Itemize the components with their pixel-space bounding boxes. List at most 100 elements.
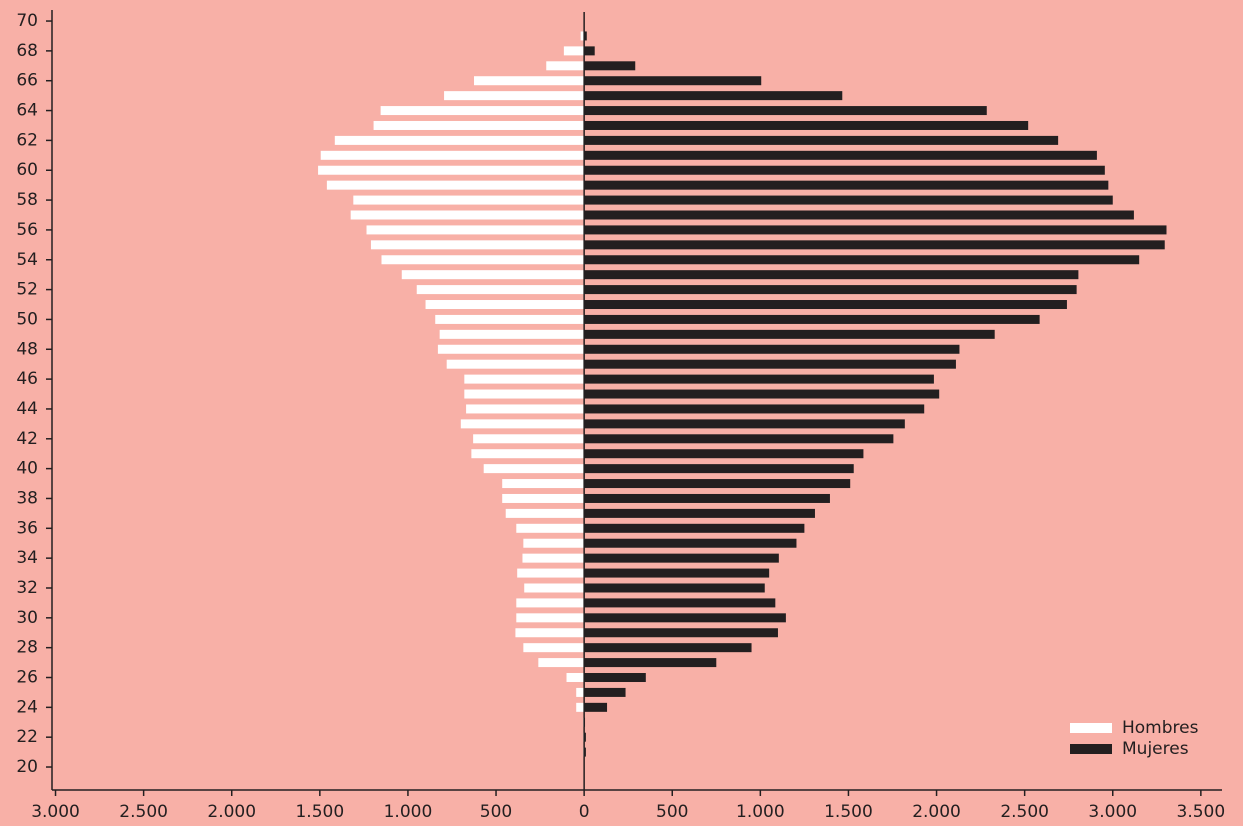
y-tick-label: 56 (16, 220, 38, 240)
y-tick-label: 24 (16, 697, 38, 717)
x-tick-label: 1.500 (824, 802, 873, 822)
y-tick-label: 30 (16, 608, 38, 628)
bar (584, 270, 1079, 280)
bar (380, 106, 585, 116)
bar (563, 46, 585, 56)
x-tick-label: 3.000 (1088, 802, 1137, 822)
bar (584, 449, 864, 459)
y-tick-label: 50 (16, 309, 38, 329)
y-tick-label: 34 (16, 548, 38, 568)
bar (584, 359, 956, 369)
bar (584, 523, 805, 533)
bar (516, 523, 585, 533)
y-tick-label: 70 (16, 11, 38, 31)
y-tick-label: 64 (16, 101, 38, 121)
legend-swatch (1070, 723, 1112, 733)
bar (584, 61, 636, 71)
bar (584, 702, 608, 712)
bar (471, 449, 585, 459)
y-tick-label: 32 (16, 578, 38, 598)
bar (584, 553, 779, 563)
y-tick-label: 40 (16, 459, 38, 479)
x-tick-label: 1.000 (736, 802, 785, 822)
bar (584, 404, 925, 414)
y-tick-label: 54 (16, 250, 38, 270)
bar (366, 225, 585, 235)
bar (584, 180, 1109, 190)
bar (584, 598, 776, 608)
bar (584, 120, 1029, 130)
bar (584, 240, 1165, 250)
bar (326, 180, 585, 190)
bar (473, 434, 585, 444)
bar (584, 150, 1097, 160)
bar (435, 314, 585, 324)
x-tick-label: 0 (579, 802, 590, 822)
y-tick-label: 62 (16, 130, 38, 150)
bar (584, 46, 595, 56)
y-tick-label: 28 (16, 638, 38, 658)
bar (502, 493, 585, 503)
bar (584, 508, 815, 518)
bar (370, 240, 585, 250)
y-tick-label: 68 (16, 41, 38, 61)
bar (584, 613, 786, 623)
bar (353, 195, 585, 205)
bar (524, 583, 585, 593)
legend-label: Hombres (1122, 718, 1199, 738)
bar (584, 165, 1105, 175)
bar (464, 389, 585, 399)
x-tick-label: 3.500 (1177, 802, 1226, 822)
x-tick-label: 500 (656, 802, 688, 822)
bar (584, 583, 765, 593)
bar (538, 658, 585, 668)
bar (439, 329, 585, 339)
bar (523, 538, 585, 548)
x-tick-label: 500 (480, 802, 512, 822)
x-tick-label: 3.000 (31, 802, 80, 822)
bar (584, 747, 586, 757)
bar (580, 31, 585, 41)
bar (584, 628, 778, 638)
bar (584, 419, 905, 429)
y-tick-label: 44 (16, 399, 38, 419)
bar (584, 76, 762, 86)
bar (516, 613, 585, 623)
y-tick-label: 22 (16, 727, 38, 747)
bar (584, 195, 1113, 205)
y-tick-label: 46 (16, 369, 38, 389)
bar (584, 374, 934, 384)
bar (460, 419, 585, 429)
bar (350, 210, 585, 220)
bar (584, 225, 1167, 235)
bar (584, 479, 851, 489)
bar (320, 150, 585, 160)
bar (546, 61, 585, 71)
bar (566, 673, 585, 683)
legend-label: Mujeres (1122, 739, 1189, 759)
bar (483, 464, 585, 474)
x-tick-label: 2.500 (119, 802, 168, 822)
y-tick-label: 36 (16, 518, 38, 538)
bar (584, 344, 960, 354)
y-tick-label: 38 (16, 488, 38, 508)
bar (584, 135, 1059, 145)
bar (584, 568, 770, 578)
y-tick-label: 20 (16, 757, 38, 777)
bar (373, 120, 585, 130)
y-tick-label: 58 (16, 190, 38, 210)
bar (584, 434, 894, 444)
bar (515, 628, 585, 638)
x-tick-label: 2.000 (912, 802, 961, 822)
bar (584, 329, 995, 339)
bar (401, 270, 585, 280)
bar (522, 553, 585, 563)
bar (584, 673, 646, 683)
bar (584, 643, 752, 653)
bar (381, 255, 585, 265)
y-tick-label: 66 (16, 71, 38, 91)
bar (576, 702, 585, 712)
x-tick-label: 1.000 (384, 802, 433, 822)
y-tick-label: 60 (16, 160, 38, 180)
bar (516, 598, 585, 608)
